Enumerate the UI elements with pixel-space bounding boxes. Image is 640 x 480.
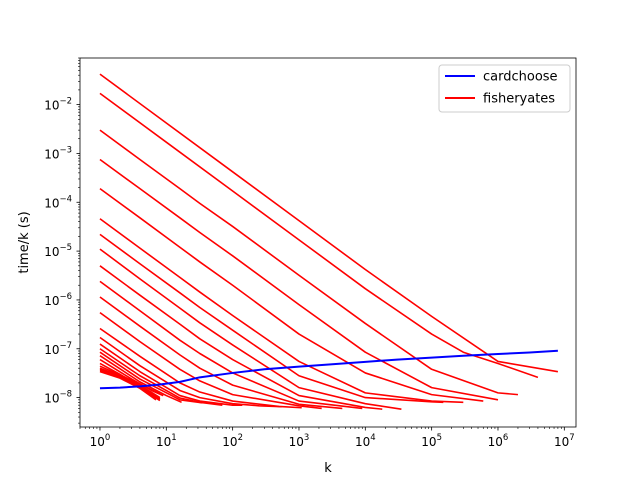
fisheryates-line-2 xyxy=(99,129,519,396)
fisheryates-line-21 xyxy=(99,367,161,399)
fisheryates-line-9 xyxy=(99,280,363,410)
series-layer xyxy=(99,73,559,410)
plot-frame xyxy=(79,57,577,428)
fisheryates-line-8 xyxy=(99,265,383,410)
legend-label-cardchoose: cardchoose xyxy=(483,70,558,85)
fisheryates-line-4 xyxy=(99,188,484,402)
fisheryates-line-13 xyxy=(99,336,282,408)
fisheryates-line-6 xyxy=(99,233,444,404)
fisheryates-line-16 xyxy=(99,351,203,404)
fisheryates-line-10 xyxy=(99,296,343,410)
fisheryates-line-5 xyxy=(99,218,464,404)
fisheryates-line-20 xyxy=(99,365,161,395)
fisheryates-line-1 xyxy=(99,92,539,379)
y-axis-label: time/k (s) xyxy=(17,211,32,273)
fisheryates-line-24 xyxy=(99,370,157,401)
legend-label-fisheryates: fisheryates xyxy=(483,92,555,107)
fisheryates-line-15 xyxy=(99,348,223,406)
x-axis-label: k xyxy=(324,461,332,476)
cardchoose-line-0 xyxy=(99,349,558,390)
fisheryates-line-14 xyxy=(99,343,243,406)
fisheryates-line-22 xyxy=(99,368,161,401)
fisheryates-line-3 xyxy=(99,158,499,401)
fisheryates-line-17 xyxy=(99,355,182,404)
fisheryates-line-7 xyxy=(99,248,402,410)
fisheryates-line-11 xyxy=(99,311,322,410)
legend: cardchoose fisheryates xyxy=(438,64,571,113)
